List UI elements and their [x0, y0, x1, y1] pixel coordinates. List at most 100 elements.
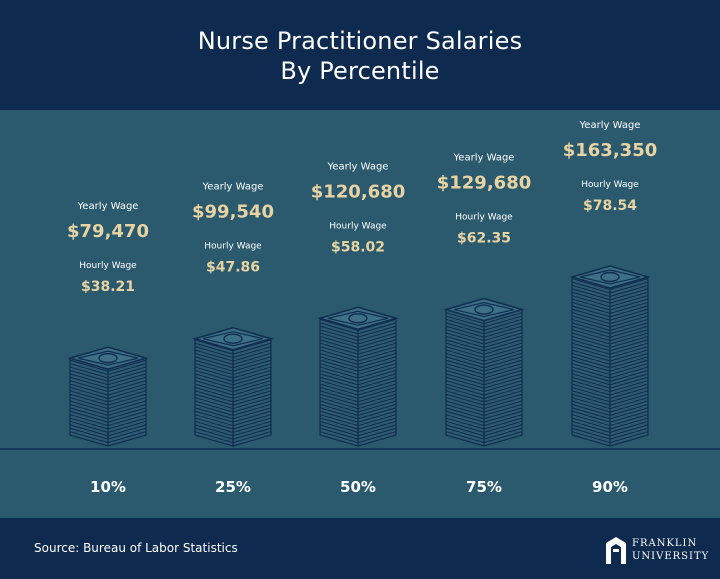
bill-border	[77, 350, 139, 366]
stack-layer-line	[319, 376, 397, 389]
title-line-1: Nurse Practitioner Salaries	[197, 27, 523, 55]
yearly-wage-label: Yearly Wage	[202, 182, 264, 193]
stack-layer-line	[194, 397, 272, 410]
stack-layer-line	[571, 366, 649, 379]
stack-layer-line	[445, 356, 523, 369]
percentile-label: 50%	[340, 478, 376, 496]
stack-layer-line	[445, 390, 523, 403]
stack-layer-line	[571, 380, 649, 393]
stack-layer-line	[571, 308, 649, 321]
stack-layer-line	[445, 407, 523, 420]
hourly-wage-label: Hourly Wage	[329, 221, 387, 231]
stack-layer-line	[69, 397, 147, 410]
money-stack-bar	[443, 297, 525, 447]
bill-border	[453, 301, 515, 318]
percentile-label: 75%	[466, 478, 502, 496]
stack-layer-line	[571, 315, 649, 328]
bill-portrait-icon	[348, 313, 368, 324]
stack-layer-line	[571, 383, 649, 396]
stack-layer-line	[571, 305, 649, 318]
stack-layer-line	[571, 397, 649, 410]
title-line-2: By Percentile	[280, 57, 440, 85]
hourly-wage-value: $38.21	[81, 279, 135, 295]
stack-layer-line	[571, 403, 649, 416]
stack-layer-line	[69, 373, 147, 386]
stack-layer-line	[319, 352, 397, 365]
stack-layer-line	[445, 383, 523, 396]
stack-layer-line	[319, 424, 397, 437]
stack-layer-line	[571, 295, 649, 308]
stack-layer-line	[445, 380, 523, 393]
stack-layer-line	[69, 400, 147, 413]
stack-layer-line	[319, 356, 397, 369]
stack-layer-line	[69, 359, 147, 372]
stack-layer-line	[445, 369, 523, 382]
stack-layer-line	[571, 363, 649, 376]
stack-layer-line	[445, 373, 523, 386]
hourly-wage-label: Hourly Wage	[204, 242, 262, 252]
stack-layer-line	[319, 339, 397, 352]
stack-layer-line	[319, 400, 397, 413]
stack-layer-line	[571, 420, 649, 433]
stack-layer-line	[445, 342, 523, 355]
stack-layer-line	[194, 424, 272, 437]
stack-layer-line	[445, 335, 523, 348]
stack-layer-line	[194, 420, 272, 433]
stack-layer-line	[571, 329, 649, 342]
yearly-wage-value: $120,680	[311, 181, 406, 202]
stack-layer-line	[445, 417, 523, 430]
stack-layer-line	[445, 366, 523, 379]
stack-layer-line	[69, 383, 147, 396]
yearly-wage-label: Yearly Wage	[77, 201, 139, 212]
stack-layer-line	[194, 342, 272, 355]
stack-layer-line	[445, 410, 523, 423]
stack-layer-line	[319, 329, 397, 342]
stack-layer-line	[571, 376, 649, 389]
stack-layer-line	[445, 420, 523, 433]
stack-layer-line	[445, 352, 523, 365]
stack-layer-line	[69, 376, 147, 389]
stack-layer-line	[571, 312, 649, 325]
stack-layer-line	[319, 403, 397, 416]
hourly-wage-value: $62.35	[457, 231, 511, 247]
stack-layer-line	[69, 420, 147, 433]
bill-border	[202, 331, 264, 347]
stack-layer-line	[445, 400, 523, 413]
hourly-wage-label: Hourly Wage	[455, 213, 513, 223]
stack-layer-line	[69, 363, 147, 376]
stack-layer-line	[571, 393, 649, 406]
stack-layer-line	[319, 369, 397, 382]
percentile-label: 25%	[215, 478, 251, 496]
stack-layer-line	[571, 356, 649, 369]
stack-layer-line	[571, 318, 649, 331]
stack-layer-line	[571, 410, 649, 423]
stack-layer-line	[571, 424, 649, 437]
money-stack-bar	[569, 265, 651, 447]
stack-layer-line	[571, 369, 649, 382]
stack-layer-line	[194, 373, 272, 386]
source-note: Source: Bureau of Labor Statistics	[34, 541, 238, 555]
stack-layer-line	[69, 407, 147, 420]
stack-layer-line	[445, 349, 523, 362]
stack-layer-line	[571, 322, 649, 335]
stack-layer-line	[69, 417, 147, 430]
stack-layer-line	[445, 403, 523, 416]
bill-border	[327, 310, 389, 326]
stack-top-face	[569, 265, 651, 289]
stack-layer-line	[319, 393, 397, 406]
stack-layer-line	[194, 359, 272, 372]
stack-layer-line	[319, 390, 397, 403]
money-stack-bar	[192, 326, 274, 447]
stack-layer-line	[571, 288, 649, 301]
percentile-label: 90%	[592, 478, 628, 496]
stack-layer-line	[194, 380, 272, 393]
stack-layer-line	[445, 325, 523, 338]
stack-layer-line	[194, 383, 272, 396]
stack-layer-line	[194, 390, 272, 403]
bill-portrait-icon	[223, 333, 243, 344]
stack-layer-line	[571, 373, 649, 386]
stack-layer-line	[571, 427, 649, 440]
stack-layer-line	[319, 363, 397, 376]
stack-layer-line	[571, 284, 649, 297]
hourly-wage-value: $58.02	[331, 239, 385, 255]
